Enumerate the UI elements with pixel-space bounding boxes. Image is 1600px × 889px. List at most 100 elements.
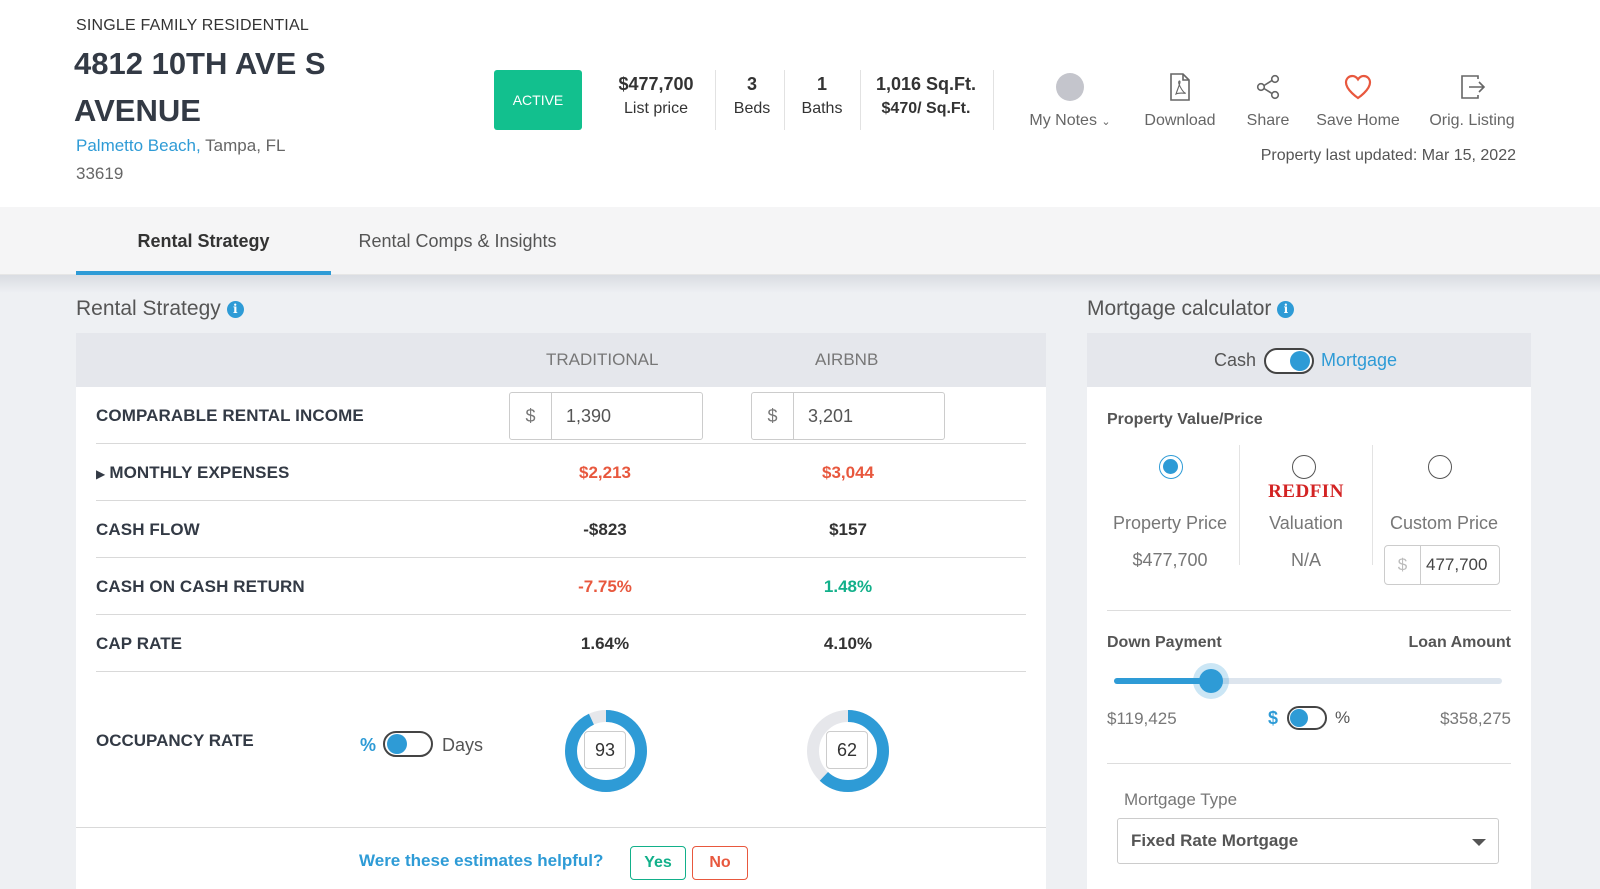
price-per-sqft: $470/ Sq.Ft. <box>881 100 971 117</box>
occupancy-unit-toggle[interactable] <box>383 731 433 757</box>
airbnb-value: 4.10% <box>823 634 873 653</box>
mortgage-panel: Cash Mortgage Property Value/Price REDFI… <box>1087 333 1531 889</box>
toggle-knob <box>1290 709 1308 727</box>
sqft-stat: 1,016 Sq.Ft. $470/ Sq.Ft. <box>866 72 986 122</box>
loan-amount-label: Loan Amount <box>1408 634 1512 651</box>
property-address: 4812 10TH AVE S AVENUE <box>74 46 326 128</box>
property-location: Palmetto Beach, Tampa, FL 33619 <box>76 132 336 188</box>
mortgage-title: Mortgage calculator <box>1087 297 1272 320</box>
baths-stat: 1 Baths <box>790 72 854 122</box>
slider-fill <box>1114 678 1211 684</box>
info-icon[interactable]: i <box>226 300 244 318</box>
valuation-label: Valuation <box>1269 513 1343 533</box>
traditional-value: -$823 <box>583 520 627 539</box>
rental-income-row: COMPARABLE RENTAL INCOME <box>96 387 1026 444</box>
row-label: CAP RATE <box>96 634 183 653</box>
share-button[interactable]: Share <box>1240 70 1296 130</box>
custom-price-radio[interactable] <box>1428 455 1452 479</box>
rental-strategy-heading: Rental Strategy i <box>76 297 244 321</box>
traditional-income-input[interactable]: $ 1,390 <box>509 392 703 440</box>
save-home-label: Save Home <box>1316 112 1400 129</box>
save-home-button[interactable]: Save Home <box>1310 70 1406 130</box>
traditional-value: 1.64% <box>580 634 630 653</box>
beds-stat: 3 Beds <box>720 72 784 122</box>
orig-listing-button[interactable]: Orig. Listing <box>1424 70 1520 130</box>
down-payment-value: $119,425 <box>1107 709 1177 728</box>
baths-label: Baths <box>801 100 843 117</box>
table-row: CAP RATE 1.64% 4.10% <box>96 615 1026 672</box>
mortgage-header: Cash Mortgage <box>1087 333 1531 387</box>
mortgage-heading: Mortgage calculator i <box>1087 297 1295 321</box>
tab-rental-comps[interactable]: Rental Comps & Insights <box>358 230 557 251</box>
airbnb-value: 1.48% <box>823 577 873 596</box>
rental-strategy-title: Rental Strategy <box>76 297 221 320</box>
property-price-value: $477,700 <box>1132 550 1208 570</box>
divider <box>860 70 861 130</box>
currency-symbol: $ <box>752 393 794 439</box>
divider <box>715 70 716 130</box>
orig-listing-label: Orig. Listing <box>1429 112 1515 129</box>
table-row: CASH ON CASH RETURN -7.75% 1.48% <box>96 558 1026 615</box>
redfin-logo: REDFIN <box>1268 481 1344 502</box>
table-row: ▶ MONTHLY EXPENSES $2,213 $3,044 <box>96 444 1026 501</box>
custom-price-input[interactable]: $ 477,700 <box>1384 545 1500 585</box>
monthly-expenses-toggle[interactable]: ▶ MONTHLY EXPENSES <box>96 463 290 483</box>
status-badge: ACTIVE <box>494 70 582 130</box>
occupancy-traditional-value: 93 <box>584 731 626 769</box>
mortgage-type-label: Mortgage Type <box>1124 790 1238 809</box>
tab-rental-strategy[interactable]: Rental Strategy <box>76 207 331 275</box>
cash-mortgage-toggle[interactable] <box>1264 348 1314 374</box>
donut-arc <box>807 710 889 792</box>
custom-price-value: 477,700 <box>1426 555 1488 574</box>
download-label: Download <box>1144 112 1216 129</box>
airbnb-value: $157 <box>829 520 867 539</box>
list-price-stat: $477,700 List price <box>602 72 710 122</box>
down-payment-slider[interactable] <box>1114 669 1502 693</box>
airbnb-income-value: 3,201 <box>808 405 854 426</box>
rental-table-header: TRADITIONAL AIRBNB <box>76 333 1046 387</box>
divider <box>784 70 785 130</box>
beds-label: Beds <box>733 100 771 117</box>
divider <box>1239 445 1240 565</box>
property-price-radio[interactable] <box>1159 455 1183 479</box>
property-type: SINGLE FAMILY RESIDENTIAL <box>76 17 309 34</box>
notes-avatar-icon <box>1056 73 1084 101</box>
toggle-knob <box>387 734 407 754</box>
city-state-zip: Tampa, FL 33619 <box>76 136 285 183</box>
traditional-value: -7.75% <box>578 577 632 596</box>
sqft-value: 1,016 Sq.Ft. <box>875 74 977 94</box>
feedback-no-button[interactable]: No <box>692 846 748 880</box>
mortgage-type-select[interactable]: Fixed Rate Mortgage <box>1117 818 1499 864</box>
dollar-unit-label: $ <box>1268 708 1279 728</box>
beds-value: 3 <box>746 74 757 94</box>
neighborhood-link[interactable]: Palmetto Beach, <box>76 136 201 155</box>
download-button[interactable]: Download <box>1140 70 1220 130</box>
divider <box>1372 445 1373 565</box>
list-price-value: $477,700 <box>618 74 694 94</box>
feedback-yes-button[interactable]: Yes <box>630 846 686 880</box>
list-price-label: List price <box>623 100 689 117</box>
table-row: CASH FLOW -$823 $157 <box>96 501 1026 558</box>
external-link-icon <box>1461 75 1486 99</box>
info-icon[interactable]: i <box>1277 300 1295 318</box>
last-updated: Property last updated: Mar 15, 2022 <box>1260 147 1516 164</box>
down-payment-unit-toggle[interactable] <box>1287 706 1327 730</box>
occupancy-airbnb-donut: 62 <box>806 709 890 793</box>
divider <box>1107 610 1511 611</box>
property-header: SINGLE FAMILY RESIDENTIAL 4812 10TH AVE … <box>0 0 1600 207</box>
row-label: CASH FLOW <box>96 520 200 539</box>
occupancy-percent-label: % <box>360 735 377 755</box>
airbnb-income-input[interactable]: $ 3,201 <box>751 392 945 440</box>
redfin-valuation-radio[interactable] <box>1292 455 1316 479</box>
chevron-down-icon: ⌄ <box>1101 116 1111 128</box>
currency-symbol: $ <box>1385 546 1421 584</box>
baths-value: 1 <box>816 74 827 94</box>
loan-amount-value: $358,275 <box>1440 709 1511 728</box>
slider-handle[interactable] <box>1199 669 1223 693</box>
caret-right-icon: ▶ <box>96 467 106 481</box>
cash-label: Cash <box>1214 350 1257 370</box>
my-notes-button[interactable]: My Notes ⌄ <box>1025 70 1115 130</box>
percent-unit-label: % <box>1335 708 1351 727</box>
my-notes-label: My Notes <box>1029 112 1097 129</box>
feedback-bar: Were these estimates helpful? Yes No <box>76 827 1046 889</box>
